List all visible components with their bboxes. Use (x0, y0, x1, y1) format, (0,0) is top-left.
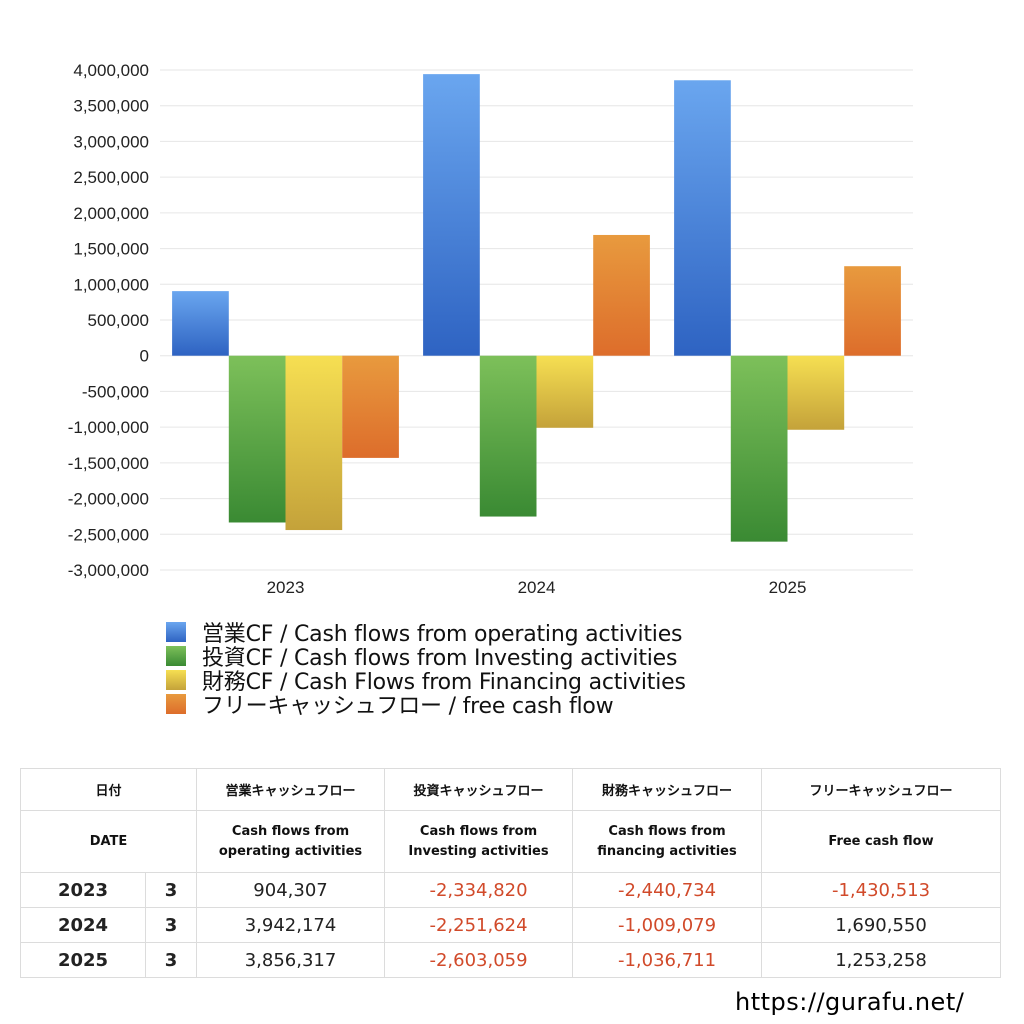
y-axis-tick-labels: 4,000,000 3,500,000 3,000,000 2,500,000 2,00… (68, 61, 149, 580)
y-tick-label: 500,000 (88, 311, 149, 330)
table-header-en: DATE Cash flows from operating activities… (19, 810, 1002, 873)
bar (536, 355, 594, 428)
header-operating-en: Cash flows from operating activities (196, 810, 386, 873)
header-financing-ja: 財務キャッシュフロー (572, 768, 763, 811)
bar (593, 234, 650, 356)
bar (674, 80, 731, 356)
cell-operating: 904,307 (196, 872, 386, 908)
bars (172, 74, 901, 542)
y-tick-label: -1,000,000 (68, 418, 149, 437)
x-tick-label: 2025 (769, 578, 807, 597)
y-tick-label: 2,000,000 (73, 204, 149, 223)
header-free-en: Free cash flow (761, 810, 1002, 873)
x-tick-label: 2023 (267, 578, 305, 597)
legend-label-financing: 財務CF / Cash Flows from Financing activit… (202, 670, 686, 695)
x-axis-tick-labels: 2023 2024 2025 (267, 578, 807, 597)
bar (228, 355, 286, 523)
x-tick-label: 2024 (518, 578, 556, 597)
legend-label-free: フリーキャッシュフロー / free cash flow (202, 694, 614, 719)
cell-financing: -2,440,734 (572, 872, 763, 908)
y-tick-label: -500,000 (82, 382, 149, 401)
bar (342, 355, 399, 458)
table-row: 2024 3 3,942,174 -2,251,624 -1,009,079 1… (20, 907, 1002, 943)
legend-swatch-operating (166, 622, 186, 642)
row-year: 2023 (20, 872, 146, 908)
y-tick-label: -3,000,000 (68, 561, 149, 580)
y-tick-label: -2,500,000 (68, 525, 149, 544)
header-operating-ja: 営業キャッシュフロー (196, 768, 386, 811)
table-row: 2023 3 904,307 -2,334,820 -2,440,734 -1,… (20, 872, 1002, 908)
table-header-ja: 日付 営業キャッシュフロー 投資キャッシュフロー 財務キャッシュフロー フリーキ… (19, 768, 1002, 811)
cell-investing: -2,603,059 (384, 942, 574, 978)
legend: 営業CF / Cash flows from operating activit… (166, 620, 686, 719)
legend-swatch-financing (166, 670, 186, 690)
y-tick-label: 4,000,000 (73, 61, 149, 80)
row-month: 3 (144, 907, 198, 943)
legend-swatch-free (166, 694, 186, 714)
y-tick-label: 1,500,000 (73, 240, 149, 259)
legend-item-operating: 営業CF / Cash flows from operating activit… (166, 620, 686, 647)
header-investing-ja: 投資キャッシュフロー (384, 768, 574, 811)
site-url[interactable]: https://gurafu.net/ (735, 988, 965, 1016)
cell-operating: 3,942,174 (196, 907, 386, 943)
table-row: 2025 3 3,856,317 -2,603,059 -1,036,711 1… (20, 942, 1002, 978)
bar (172, 291, 229, 356)
cell-financing: -1,009,079 (572, 907, 763, 943)
bar (423, 74, 480, 356)
y-tick-label: 1,000,000 (73, 275, 149, 294)
cash-flow-table: 日付 営業キャッシュフロー 投資キャッシュフロー 財務キャッシュフロー フリーキ… (19, 768, 1002, 978)
cash-flow-bar-chart: 4,000,000 3,500,000 3,000,000 2,500,000 2,00… (68, 61, 913, 597)
cell-free: 1,253,258 (761, 942, 1002, 978)
row-month: 3 (144, 942, 198, 978)
cell-operating: 3,856,317 (196, 942, 386, 978)
bar (730, 355, 788, 542)
y-tick-label: -1,500,000 (68, 454, 149, 473)
row-year: 2024 (20, 907, 146, 943)
cell-free: -1,430,513 (761, 872, 1002, 908)
legend-label-investing: 投資CF / Cash flows from Investing activit… (202, 646, 678, 671)
row-month: 3 (144, 872, 198, 908)
bar (787, 355, 845, 430)
row-year: 2025 (20, 942, 146, 978)
legend-item-investing: 投資CF / Cash flows from Investing activit… (166, 644, 686, 671)
cell-investing: -2,334,820 (384, 872, 574, 908)
y-tick-label: -2,000,000 (68, 490, 149, 509)
bar (844, 266, 901, 356)
bar (479, 355, 537, 517)
legend-label-operating: 営業CF / Cash flows from operating activit… (202, 622, 683, 647)
header-date-en: DATE (19, 810, 198, 873)
bar (285, 355, 343, 531)
y-tick-label: 3,000,000 (73, 132, 149, 151)
header-date-ja: 日付 (19, 768, 198, 811)
y-tick-label: 2,500,000 (73, 168, 149, 187)
header-free-ja: フリーキャッシュフロー (761, 768, 1002, 811)
header-investing-en: Cash flows from Investing activities (384, 810, 574, 873)
legend-item-financing: 財務CF / Cash Flows from Financing activit… (166, 668, 686, 695)
legend-swatch-investing (166, 646, 186, 666)
cell-free: 1,690,550 (761, 907, 1002, 943)
y-tick-label: 0 (140, 347, 149, 366)
legend-item-free: フリーキャッシュフロー / free cash flow (166, 692, 686, 719)
cell-investing: -2,251,624 (384, 907, 574, 943)
header-financing-en: Cash flows from financing activities (572, 810, 763, 873)
cell-financing: -1,036,711 (572, 942, 763, 978)
y-tick-label: 3,500,000 (73, 97, 149, 116)
